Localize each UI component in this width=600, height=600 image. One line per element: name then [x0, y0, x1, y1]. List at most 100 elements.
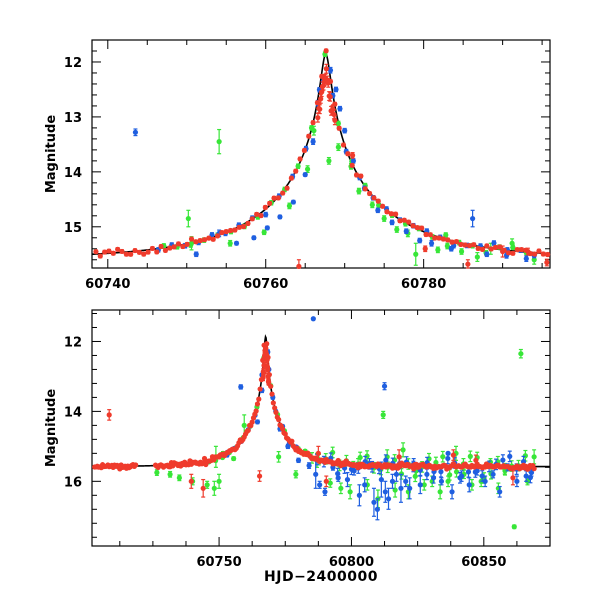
- top-green-point: [443, 232, 449, 238]
- top-green-point: [261, 229, 267, 235]
- bottom-green-point: [176, 475, 182, 481]
- bottom-red-point: [256, 473, 263, 479]
- bottom-blue-point: [306, 462, 312, 469]
- bottom-green-point: [241, 422, 247, 428]
- bottom-blue-point: [457, 475, 463, 481]
- top-green-point: [216, 139, 222, 145]
- top-red-point: [97, 253, 103, 259]
- top-red-point: [284, 185, 290, 191]
- bottom-model-curve: [91, 334, 550, 468]
- top-red-point: [154, 249, 160, 255]
- top-blue-point: [132, 129, 139, 135]
- top-red-point: [440, 236, 446, 242]
- bottom-blue-point: [383, 457, 389, 463]
- bottom-blue-point: [417, 482, 423, 488]
- bottom-ytick-label: 16: [64, 475, 82, 490]
- top-red-point: [318, 96, 324, 102]
- top-red-point: [414, 225, 420, 231]
- bottom-red-point: [254, 401, 261, 407]
- bottom-blue-point: [514, 478, 520, 484]
- top-red-point: [219, 229, 225, 236]
- top-ytick-label: 12: [64, 56, 82, 71]
- top-red-point: [427, 232, 433, 238]
- bottom-blue-point: [403, 478, 409, 484]
- bottom-xlabel: HJD−2400000: [264, 569, 378, 585]
- bottom-blue-point: [371, 499, 377, 505]
- top-red-point: [453, 239, 460, 245]
- top-blue-point: [375, 207, 381, 213]
- top-red-point: [492, 244, 499, 250]
- top-red-point: [171, 244, 177, 250]
- bottom-red-point: [269, 391, 275, 397]
- top-red-point: [484, 243, 490, 249]
- top-green-point: [185, 215, 191, 222]
- top-red-point: [180, 243, 186, 250]
- top-red-point: [301, 147, 308, 154]
- top-green-point: [376, 202, 382, 208]
- top-blue-point: [428, 240, 435, 246]
- top-red-point: [184, 241, 190, 247]
- top-red-point: [236, 224, 242, 230]
- top-red-point: [458, 241, 464, 248]
- top-red-point: [505, 250, 512, 256]
- bottom-red-point: [263, 345, 269, 352]
- bottom-red-point: [411, 466, 417, 472]
- top-red-point: [462, 242, 468, 248]
- bottom-red-point: [270, 400, 276, 406]
- top-green-point: [227, 240, 233, 246]
- top-green-point: [335, 120, 341, 127]
- top-red-point: [497, 244, 503, 250]
- top-red-point: [175, 241, 182, 247]
- top-red-point: [197, 237, 203, 244]
- top-red-point: [410, 223, 416, 229]
- top-red-point: [201, 237, 208, 243]
- top-red-point: [241, 223, 247, 230]
- bottom-blue-point: [389, 478, 396, 484]
- bottom-green-point: [437, 489, 443, 495]
- top-red-point: [323, 66, 329, 72]
- top-red-point: [525, 248, 531, 255]
- bottom-red-point: [510, 475, 516, 481]
- top-red-point: [349, 162, 355, 168]
- top-blue-point: [523, 256, 529, 262]
- top-red-point: [401, 217, 407, 223]
- bottom-blue-point: [381, 383, 388, 389]
- top-green-point: [304, 166, 311, 172]
- top-red-point: [310, 119, 316, 126]
- bottom-green-point: [204, 482, 210, 488]
- top-red-point: [371, 195, 377, 201]
- top-red-point: [362, 186, 368, 192]
- top-green-point: [531, 257, 537, 263]
- top-blue-point: [342, 128, 348, 134]
- bottom-blue-point: [385, 496, 392, 502]
- top-red-point: [232, 227, 238, 233]
- top-green-point: [286, 203, 293, 209]
- top-red-point: [249, 216, 255, 222]
- top-red-point: [514, 247, 520, 253]
- bottom-blue-point: [344, 476, 351, 483]
- bottom-green-point: [154, 469, 160, 476]
- top-red-point: [102, 249, 108, 255]
- bottom-plot-frame: [91, 309, 551, 547]
- top-blue-point: [417, 237, 423, 244]
- top-blue-point: [277, 214, 283, 220]
- bottom-red-point: [264, 357, 270, 363]
- top-blue-point: [290, 199, 296, 205]
- top-blue-point: [233, 240, 240, 246]
- bottom-red-point: [531, 466, 537, 472]
- bottom-ytick-label: 12: [64, 335, 82, 350]
- bottom-green-point: [511, 524, 517, 530]
- top-red-point: [397, 218, 403, 224]
- top-red-point: [128, 251, 134, 257]
- bottom-blue-point: [310, 316, 316, 322]
- top-red-point: [167, 245, 173, 251]
- top-red-point: [323, 48, 329, 54]
- bottom-blue-point: [322, 489, 328, 495]
- top-red-point: [296, 263, 302, 269]
- top-xtick-label: 60740: [85, 277, 130, 292]
- bottom-model-line: [91, 334, 550, 468]
- bottom-blue-point: [393, 471, 400, 477]
- bottom-blue-point: [317, 482, 323, 488]
- bottom-blue-point: [313, 471, 319, 477]
- bottom-red-point: [249, 419, 255, 425]
